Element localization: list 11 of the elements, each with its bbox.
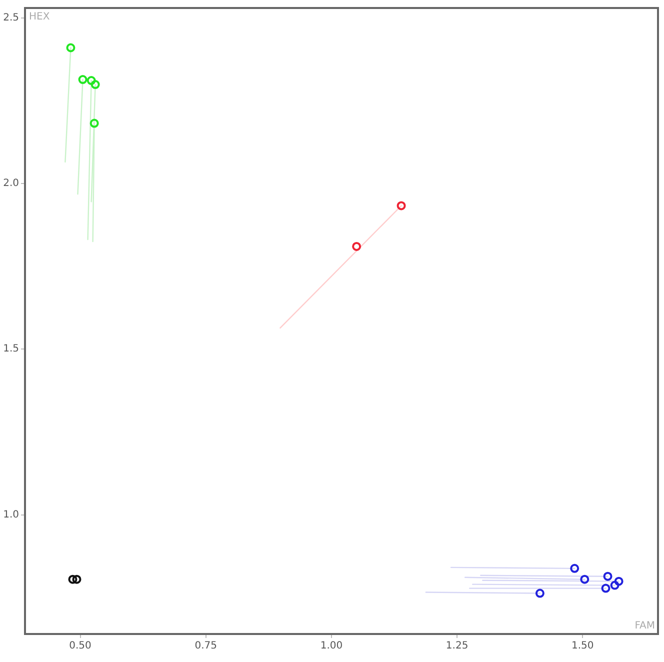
y-tick-label: 2.5 [3,12,19,24]
x-tick-label: 0.75 [194,640,217,652]
x-axis-title: FAM [634,620,655,632]
x-tick-label: 1.00 [320,640,343,652]
x-tick-label: 0.50 [69,640,92,652]
x-tick-label: 1.50 [572,640,594,652]
y-tick-label: 2.0 [3,178,19,190]
y-tick-label: 1.5 [3,344,19,355]
y-tick-label: 1.0 [3,509,19,520]
y-axis-title: HEX [29,12,50,23]
x-tick-label: 1.25 [446,640,468,652]
